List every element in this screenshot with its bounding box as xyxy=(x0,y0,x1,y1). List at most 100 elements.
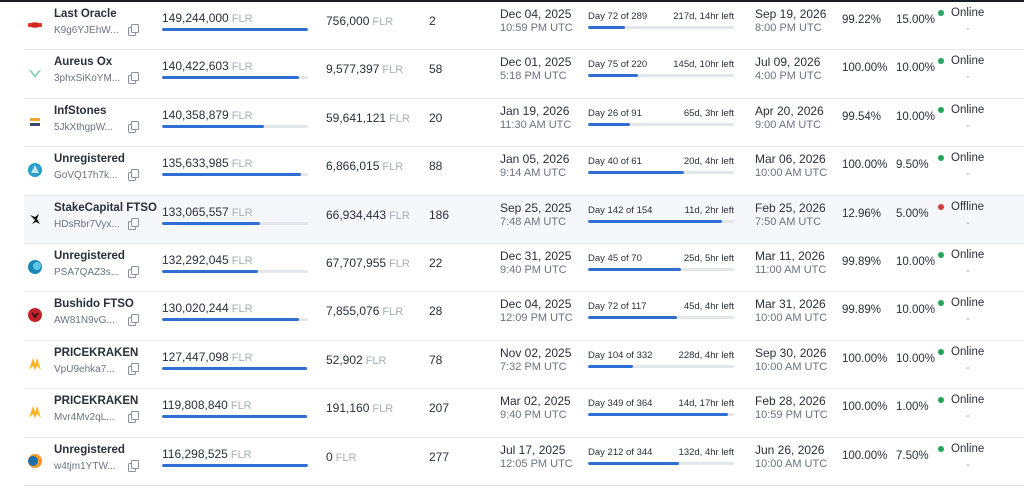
end-date: Feb 28, 2026 xyxy=(755,394,826,409)
table-row[interactable]: Aureus Ox 3phxSiKoYM... 140,422,603 FLR 9,57… xyxy=(24,50,1024,99)
copy-icon[interactable] xyxy=(128,314,140,327)
end-date: Sep 19, 2026 xyxy=(755,7,827,21)
period-time-left: 45d, 4hr left xyxy=(683,301,734,313)
period-progress-fill xyxy=(588,461,679,465)
end-date: Mar 11, 2026 xyxy=(755,248,825,263)
end-date: Jul 09, 2026 xyxy=(755,55,821,70)
copy-icon[interactable] xyxy=(128,362,140,376)
copy-icon[interactable] xyxy=(128,24,140,37)
delegated-unit: FLR xyxy=(382,161,404,174)
online-dot-icon xyxy=(938,10,944,16)
period-day: Day 45 of 70 xyxy=(588,252,642,264)
table-row[interactable]: PRICEKRAKEN Mvr4Mv2qL... 119,808,840 FLR 191… xyxy=(24,389,1024,438)
provider-name[interactable]: Bushido FTSO xyxy=(54,298,134,311)
stake-bar xyxy=(162,415,308,419)
period-progress-bar xyxy=(588,171,734,175)
copy-icon[interactable] xyxy=(128,120,140,134)
copy-icon[interactable] xyxy=(128,72,140,85)
delegators-count: 78 xyxy=(429,352,443,367)
period-time-left: 11d, 2hr left xyxy=(684,204,734,216)
end-date: Sep 30, 2026 xyxy=(755,345,827,360)
start-date: Jan 05, 2026 xyxy=(500,152,570,167)
period-progress-bar xyxy=(588,122,734,126)
provider-name[interactable]: PRICEKRAKEN xyxy=(54,395,139,408)
table-row[interactable]: PRICEKRAKEN VpU9ehka7... 127,447,098 FLR 52,… xyxy=(24,341,1024,390)
uptime: 99.22% xyxy=(842,14,882,26)
stake-bar-fill xyxy=(162,221,260,225)
provider-name[interactable]: Unregistered xyxy=(54,249,125,262)
online-dot-icon xyxy=(938,251,944,258)
online-dot-icon xyxy=(938,348,944,355)
table-row[interactable]: Unregistered GoVQ17h7k... 135,633,985 FLR 6,… xyxy=(24,147,1024,196)
status-label: Online xyxy=(951,345,985,358)
stake-bar xyxy=(162,269,308,273)
provider-name[interactable]: Unregistered xyxy=(54,443,125,456)
table-row[interactable]: Unregistered PSA7QAZ3s... 132,292,045 FLR 67… xyxy=(24,244,1024,293)
table-row[interactable]: InfStones 5JkXthgpW... 140,358,879 FLR 59,64… xyxy=(24,99,1024,148)
period-time-left: 145d, 10hr left xyxy=(673,59,734,71)
end-date: Mar 31, 2026 xyxy=(755,297,826,312)
provider-name[interactable]: Unregistered xyxy=(54,153,125,166)
copy-icon-front xyxy=(131,265,139,275)
delegators-count: 20 xyxy=(429,110,443,125)
start-date: Jul 17, 2025 xyxy=(500,442,566,457)
provider-name[interactable]: PRICEKRAKEN xyxy=(54,346,139,359)
copy-icon-front xyxy=(131,459,139,469)
provider-name[interactable]: StakeCapital FTSO xyxy=(54,201,157,214)
period-progress-fill xyxy=(588,171,685,175)
period-day: Day 212 of 344 xyxy=(588,446,653,458)
table-row[interactable]: Last Oracle K9g6YJEhW... 149,244,000 FLR 756… xyxy=(24,2,1024,51)
status-label: Offline xyxy=(951,200,985,213)
start-time: 12:05 PM UTC xyxy=(500,457,573,470)
delegated-value: 67,707,955 xyxy=(326,255,387,270)
total-stake-unit: FLR xyxy=(231,303,253,316)
bushido-logo xyxy=(26,306,44,324)
period-progress-fill xyxy=(588,267,682,271)
delegated-value: 7,855,076 xyxy=(326,304,380,319)
table-row[interactable]: Bushido FTSO AW81N9vG... 130,020,244 FLR 7,8… xyxy=(24,292,1024,341)
delegated-value: 191,160 xyxy=(326,401,370,416)
stake-bar-fill xyxy=(162,318,300,322)
aureus-ox-logo xyxy=(26,64,44,82)
end-time: 8:00 PM UTC xyxy=(755,22,822,34)
stake-bar xyxy=(162,318,308,322)
stake-bar-fill xyxy=(162,173,301,177)
delegated-unit: FLR xyxy=(382,306,404,319)
delegators-count: 88 xyxy=(429,159,443,174)
status-badge: Online xyxy=(938,104,984,116)
period-time-left: 14d, 17hr left xyxy=(678,398,734,410)
start-time: 9:40 PM UTC xyxy=(500,263,567,276)
status-badge: Online xyxy=(938,346,984,358)
period-progress-bar xyxy=(588,316,734,320)
end-date: Apr 20, 2026 xyxy=(755,103,824,118)
end-time: 10:59 PM UTC xyxy=(755,409,828,422)
copy-icon[interactable] xyxy=(128,459,140,473)
online-dot-icon xyxy=(938,397,944,404)
total-stake-unit: FLR xyxy=(230,400,252,413)
online-dot-icon xyxy=(938,106,944,113)
table-row[interactable]: Unregistered w4tjm1YTW... 116,298,525 FLR 0 F… xyxy=(24,438,1024,486)
total-stake-unit: FLR xyxy=(231,254,253,267)
total-stake-value: 119,808,840 xyxy=(162,398,228,413)
copy-icon[interactable] xyxy=(128,411,140,424)
period-time-left: 217d, 14hr left xyxy=(673,11,734,22)
unregistered-logo-3 xyxy=(26,452,44,470)
period-time-left: 132d, 4hr left xyxy=(678,446,734,458)
copy-icon[interactable] xyxy=(128,265,140,279)
copy-icon[interactable] xyxy=(128,217,140,231)
pricekraken-logo-1 xyxy=(26,355,44,373)
copy-icon[interactable] xyxy=(128,169,140,182)
delegated-amount: 67,707,955 FLR xyxy=(326,256,410,270)
delegated-unit: FLR xyxy=(389,209,410,222)
period-progress-fill xyxy=(588,316,678,320)
provider-table: Last Oracle K9g6YJEhW... 149,244,000 FLR 756… xyxy=(24,2,1024,486)
total-stake-value: 140,358,879 xyxy=(162,107,229,122)
end-time: 11:00 AM UTC xyxy=(755,263,827,276)
status-label: Online xyxy=(951,442,985,455)
provider-name[interactable]: InfStones xyxy=(54,104,107,117)
copy-icon-front xyxy=(131,217,139,227)
table-row[interactable]: StakeCapital FTSO HDsRbr7Vyx... 133,065,55… xyxy=(24,195,1024,244)
provider-name[interactable]: Last Oracle xyxy=(54,8,117,20)
total-stake: 133,065,557 FLR xyxy=(162,205,253,219)
provider-name[interactable]: Aureus Ox xyxy=(54,56,113,69)
